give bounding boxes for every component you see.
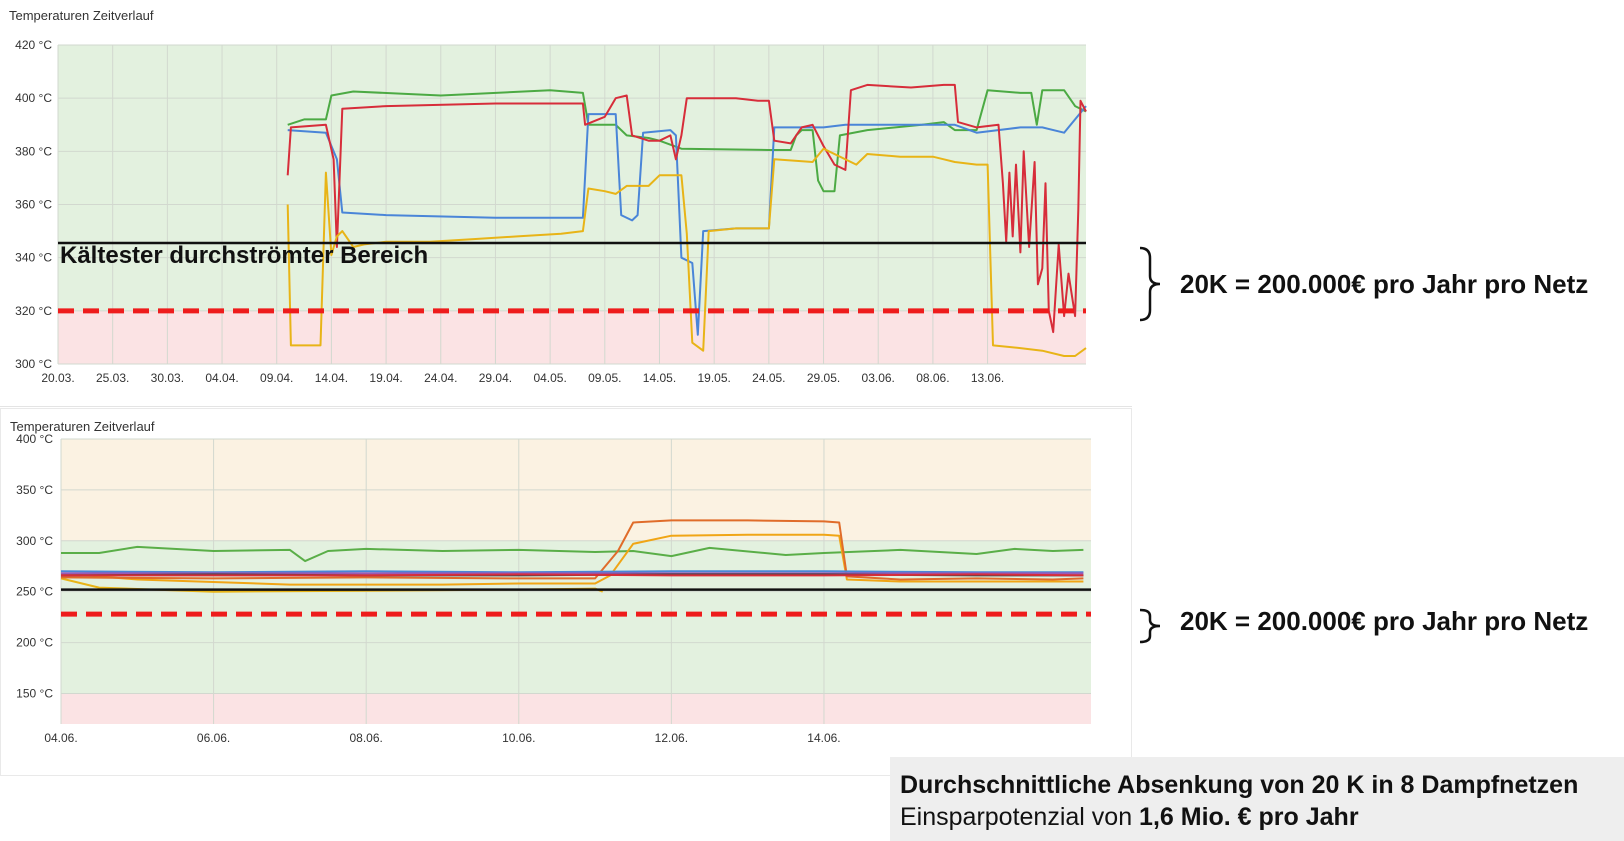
annotation-bottom: 20K = 200.000€ pro Jahr pro Netz (1180, 606, 1589, 636)
series-line-2 (287, 105, 1087, 336)
brace-icon (1139, 608, 1161, 644)
summary-headline: Durchschnittliche Absenkung von 20 K in … (900, 771, 1579, 799)
chart-title: Temperaturen Zeitverlauf (9, 8, 154, 23)
x-tick-label: 19.05. (697, 371, 730, 385)
zone-band (58, 310, 1086, 364)
series-line-2 (60, 533, 1084, 586)
x-tick-label: 29.05. (807, 371, 840, 385)
y-tick-label: 350 °C (16, 483, 53, 497)
zone-band (61, 693, 1091, 724)
x-tick-label: 25.03. (96, 371, 129, 385)
series-line-4 (286, 147, 1087, 357)
y-tick-label: 300 °C (15, 357, 52, 371)
x-tick-label: 08.06. (349, 731, 382, 745)
summary-savings: Einsparpotenzial von 1,6 Mio. € pro Jahr (900, 801, 1614, 833)
coldest-region-label: Kältester durchströmter Bereich (60, 242, 428, 269)
series-line-1 (287, 89, 1087, 193)
x-tick-label: 08.06. (916, 371, 949, 385)
series-line-5 (60, 570, 1084, 574)
zone-band (61, 540, 1091, 694)
x-tick-label: 14.05. (643, 371, 676, 385)
summary-savings-prefix: Einsparpotenzial von (900, 803, 1140, 831)
x-tick-label: 20.03. (41, 371, 74, 385)
y-tick-label: 360 °C (15, 198, 52, 212)
x-tick-label: 29.04. (479, 371, 512, 385)
x-tick-label: 04.05. (533, 371, 566, 385)
x-tick-label: 04.04. (205, 371, 238, 385)
x-tick-label: 03.06. (862, 371, 895, 385)
x-tick-label: 10.06. (502, 731, 535, 745)
y-tick-label: 320 °C (15, 304, 52, 318)
summary-box: Durchschnittliche Absenkung von 20 K in … (890, 757, 1624, 841)
brace-icon (1139, 246, 1161, 322)
y-tick-label: 400 °C (15, 91, 52, 105)
x-tick-label: 19.04. (369, 371, 402, 385)
series-line-8 (61, 573, 1084, 577)
y-tick-label: 200 °C (16, 636, 53, 650)
x-tick-label: 14.06. (807, 731, 840, 745)
y-tick-label: 250 °C (16, 585, 53, 599)
y-tick-label: 300 °C (16, 534, 53, 548)
x-tick-label: 14.04. (315, 371, 348, 385)
chart-title: Temperaturen Zeitverlauf (10, 419, 155, 434)
series-line-4 (60, 519, 1084, 581)
x-tick-label: 24.05. (752, 371, 785, 385)
x-tick-label: 06.06. (197, 731, 230, 745)
x-tick-label: 09.04. (260, 371, 293, 385)
x-tick-label: 24.04. (424, 371, 457, 385)
summary-savings-value: 1,6 Mio. € pro Jahr (1139, 803, 1359, 831)
y-tick-label: 150 °C (16, 686, 53, 700)
temperature-chart-top: 300 °C 320 °C 340 °C 360 °C 380 °C 400 °C 420 … (15, 38, 1087, 385)
x-tick-label: 04.06. (44, 731, 77, 745)
x-tick-label: 30.03. (151, 371, 184, 385)
chart-panel-bottom: Temperaturen Zeitverlauf 150 °C 200 °C 250… (0, 408, 1132, 776)
y-tick-label: 340 °C (15, 251, 52, 265)
series-line-1 (61, 545, 1084, 563)
y-tick-label: 400 °C (16, 432, 53, 446)
x-tick-label: 13.06. (971, 371, 1004, 385)
x-tick-label: 12.06. (655, 731, 688, 745)
y-tick-label: 420 °C (15, 38, 52, 52)
series-line-3 (286, 83, 1087, 334)
zone-band (58, 45, 1086, 311)
y-tick-label: 380 °C (15, 144, 52, 158)
x-tick-label: 09.05. (588, 371, 621, 385)
temperature-chart-bottom: 150 °C 200 °C 250 °C 300 °C 350 °C 400 °C 04.0… (16, 432, 1091, 745)
annotation-top: 20K = 200.000€ pro Jahr pro Netz (1180, 269, 1589, 299)
chart-panel-top: Temperaturen Zeitverlauf 300 °C 320 °C 340… (0, 0, 1132, 407)
